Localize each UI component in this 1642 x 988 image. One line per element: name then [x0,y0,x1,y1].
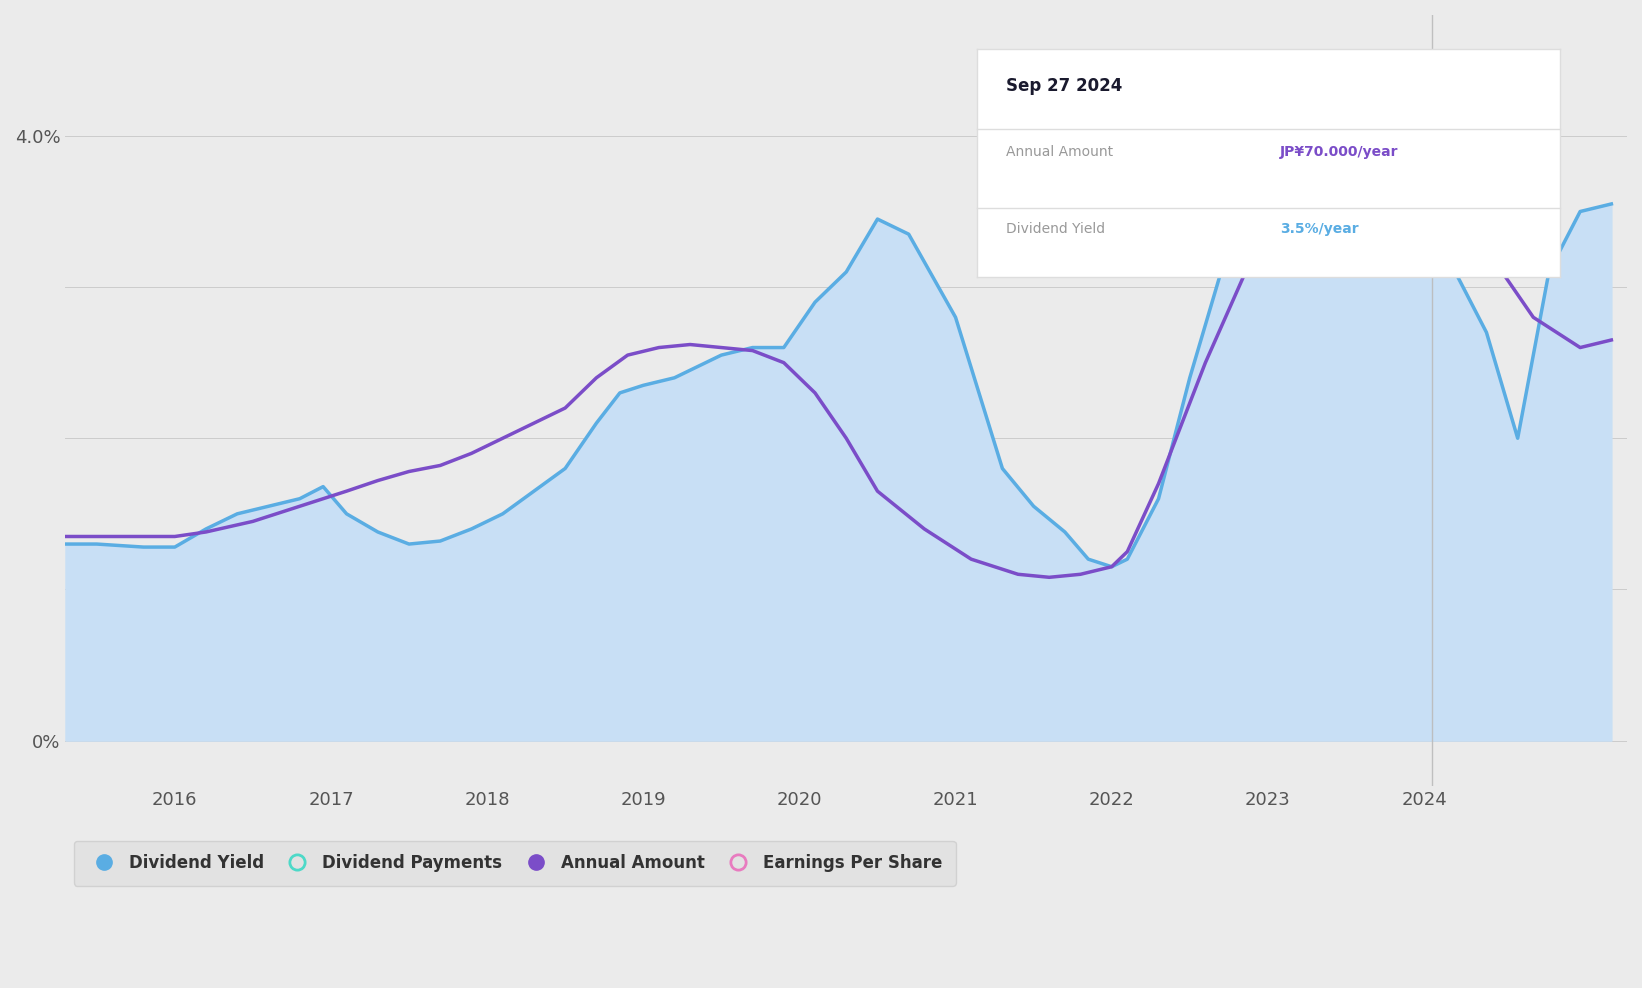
Text: Sep 27 2024: Sep 27 2024 [1007,77,1123,95]
Text: JP¥70.000/year: JP¥70.000/year [1281,145,1399,159]
Text: Annual Amount: Annual Amount [1007,145,1113,159]
Text: Dividend Yield: Dividend Yield [1007,222,1105,236]
Legend: Dividend Yield, Dividend Payments, Annual Amount, Earnings Per Share: Dividend Yield, Dividend Payments, Annua… [74,841,956,885]
Text: Past: Past [1448,78,1484,97]
Text: 3.5%/year: 3.5%/year [1281,222,1358,236]
